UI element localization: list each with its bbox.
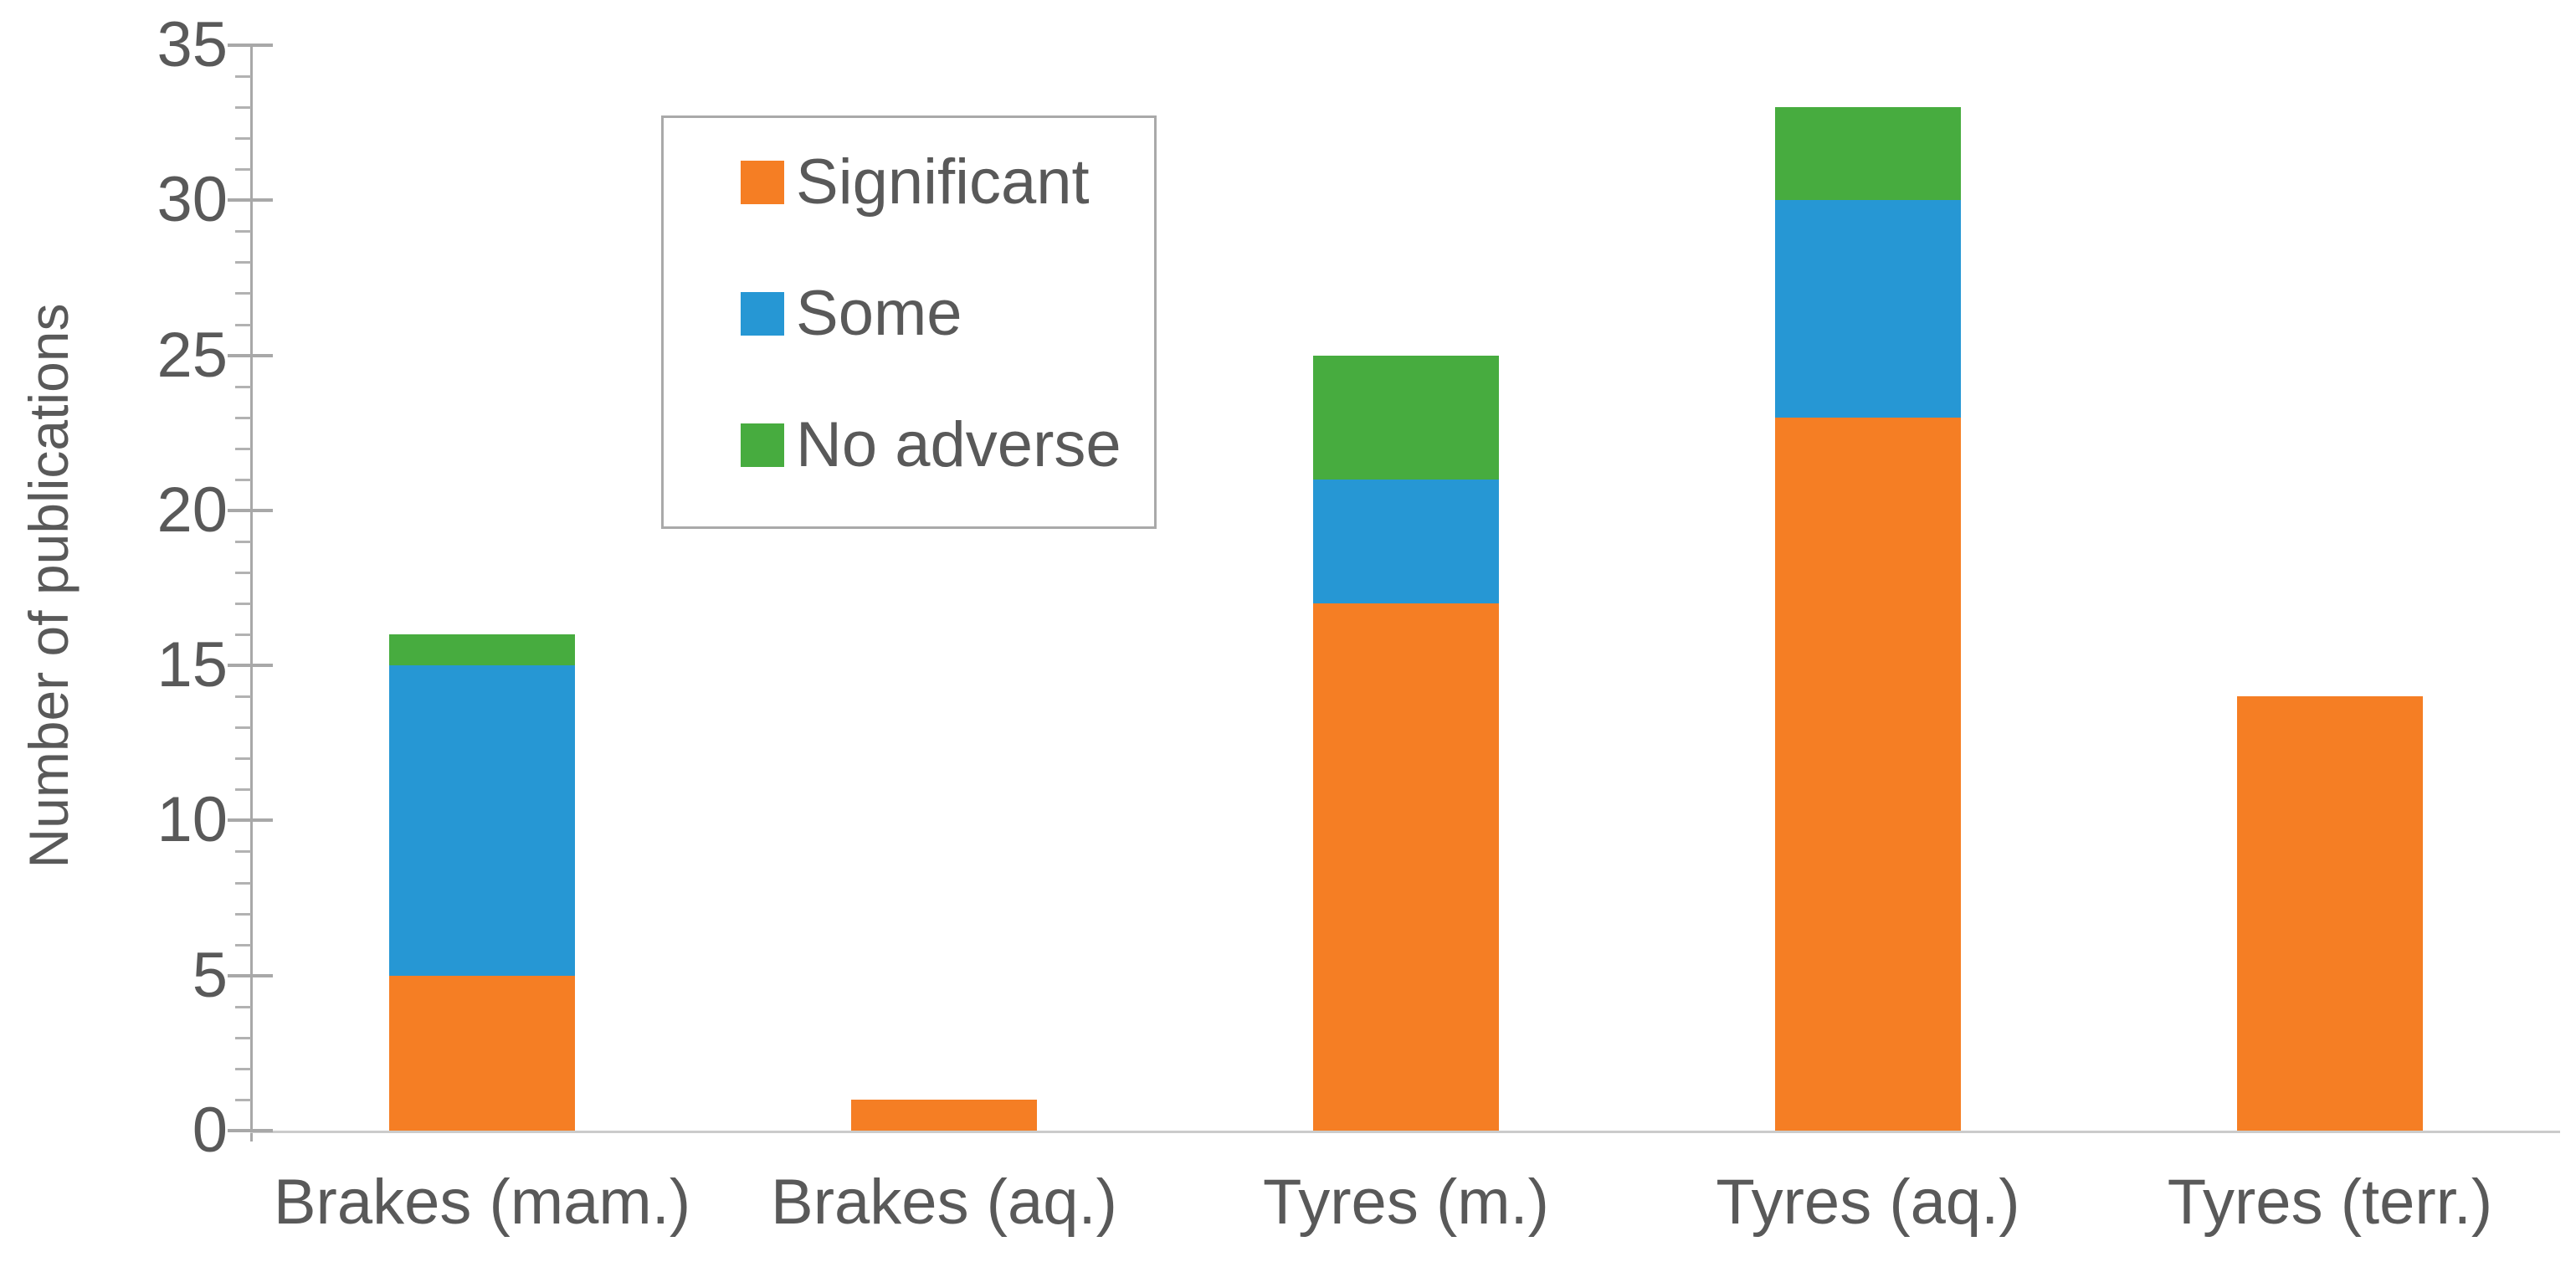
bar-segment-some bbox=[389, 665, 575, 976]
bar-segment-some bbox=[1775, 200, 1961, 418]
y-axis-tick-label: 25 bbox=[157, 319, 228, 391]
y-axis-minor-tick bbox=[235, 1005, 251, 1008]
y-axis-tick-label: 30 bbox=[157, 164, 228, 236]
x-axis-line bbox=[250, 1131, 2560, 1133]
y-axis-minor-tick bbox=[235, 788, 251, 792]
bar-segment-some bbox=[1313, 479, 1499, 604]
legend-entry-no-adverse: No adverse bbox=[741, 413, 1154, 477]
y-axis-minor-tick bbox=[235, 881, 251, 885]
bar-segment-significant bbox=[389, 975, 575, 1131]
x-axis-label-tyres-m: Tyres (m.) bbox=[1263, 1167, 1549, 1238]
bar-segment-significant bbox=[1313, 603, 1499, 1131]
y-axis-major-tick bbox=[228, 44, 273, 47]
y-axis-tick-label: 20 bbox=[157, 474, 228, 546]
bar-segment-no-adverse bbox=[389, 634, 575, 666]
y-axis-minor-tick bbox=[235, 230, 251, 233]
y-axis-minor-tick bbox=[235, 912, 251, 916]
y-axis-tick-label: 10 bbox=[157, 784, 228, 856]
y-axis-major-tick bbox=[228, 818, 273, 823]
legend-label-significant: Significant bbox=[796, 146, 1090, 218]
bar-segment-significant bbox=[2237, 696, 2423, 1131]
legend-swatch-no-adverse bbox=[741, 423, 784, 467]
y-axis-tick-label: 35 bbox=[157, 9, 228, 80]
y-axis-minor-tick bbox=[235, 106, 251, 110]
x-axis-label-tyres-terr: Tyres (terr.) bbox=[2167, 1167, 2493, 1238]
y-axis-major-tick bbox=[228, 353, 273, 357]
legend-swatch-some bbox=[741, 292, 784, 336]
y-axis-minor-tick bbox=[235, 603, 251, 606]
legend-entry-some: Some bbox=[741, 282, 1154, 346]
y-axis-major-tick bbox=[228, 973, 273, 977]
x-axis-label-brakes-mam: Brakes (mam.) bbox=[273, 1167, 691, 1238]
y-axis-major-tick bbox=[228, 1129, 273, 1132]
y-axis-minor-tick bbox=[235, 447, 251, 450]
y-axis-minor-tick bbox=[235, 943, 251, 946]
y-axis-minor-tick bbox=[235, 168, 251, 172]
y-axis-minor-tick bbox=[235, 1098, 251, 1101]
y-axis-minor-tick bbox=[235, 634, 251, 637]
y-axis-minor-tick bbox=[235, 261, 251, 264]
y-axis-minor-tick bbox=[235, 323, 251, 326]
y-axis-minor-tick bbox=[235, 695, 251, 699]
bar-segment-significant bbox=[1775, 417, 1961, 1131]
legend: Significant Some No adverse bbox=[661, 115, 1157, 529]
legend-swatch-significant bbox=[741, 161, 784, 204]
y-axis-minor-tick bbox=[235, 137, 251, 141]
y-axis-minor-tick bbox=[235, 571, 251, 574]
y-axis-minor-tick bbox=[235, 1067, 251, 1070]
y-axis-minor-tick bbox=[235, 850, 251, 854]
y-axis-minor-tick bbox=[235, 726, 251, 730]
legend-entry-significant: Significant bbox=[741, 151, 1154, 214]
x-axis-label-tyres-aq: Tyres (aq.) bbox=[1716, 1167, 2020, 1238]
bar-segment-no-adverse bbox=[1775, 107, 1961, 201]
y-axis-tick-label: 15 bbox=[157, 629, 228, 701]
y-axis-major-tick bbox=[228, 664, 273, 668]
y-axis-minor-tick bbox=[235, 416, 251, 419]
y-axis-minor-tick bbox=[235, 75, 251, 79]
y-axis-tick-label: 0 bbox=[192, 1095, 228, 1166]
bar-segment-significant bbox=[851, 1099, 1037, 1131]
bar-segment-no-adverse bbox=[1313, 355, 1499, 480]
y-axis-major-tick bbox=[228, 198, 273, 203]
y-axis-minor-tick bbox=[235, 292, 251, 295]
y-axis-tick-label: 5 bbox=[192, 939, 228, 1011]
x-axis-label-brakes-aq: Brakes (aq.) bbox=[771, 1167, 1117, 1238]
y-axis-minor-tick bbox=[235, 540, 251, 543]
legend-label-some: Some bbox=[796, 278, 962, 349]
y-axis-line bbox=[250, 44, 253, 1141]
y-axis-minor-tick bbox=[235, 385, 251, 388]
y-axis-minor-tick bbox=[235, 478, 251, 481]
legend-label-no-adverse: No adverse bbox=[796, 409, 1121, 480]
y-axis-major-tick bbox=[228, 508, 273, 512]
y-axis-minor-tick bbox=[235, 757, 251, 761]
y-axis-minor-tick bbox=[235, 1036, 251, 1039]
